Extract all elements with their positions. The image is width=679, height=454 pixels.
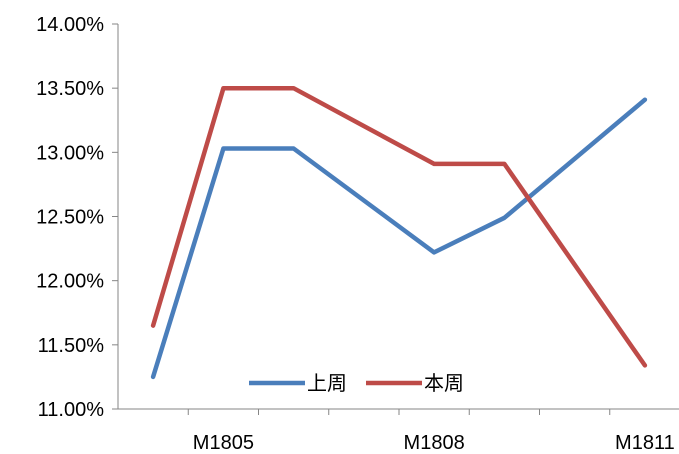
- series-lines: [150, 85, 648, 380]
- x-tick-label: M1805: [193, 432, 254, 454]
- y-axis: 11.00% 11.50% 12.00% 12.50% 13.00% 13.50% 14.0…: [36, 14, 119, 421]
- y-tick-label: 12.00%: [36, 271, 104, 293]
- x-tick-label: M1808: [404, 432, 465, 454]
- series-line-2: [150, 85, 648, 368]
- y-tick-label: 13.00%: [36, 142, 104, 164]
- legend-label-1: 上周: [307, 371, 347, 395]
- x-tick-label: M1811: [615, 432, 675, 454]
- y-tick-label: 11.50%: [38, 335, 105, 357]
- x-axis: M1805 M1808 M1811: [118, 408, 679, 454]
- legend-label-2: 本周: [424, 371, 464, 395]
- series-line-1: [150, 97, 648, 380]
- y-tick-label: 14.00%: [36, 14, 104, 36]
- y-tick-label: 11.00%: [38, 399, 105, 421]
- legend: 上周 本周: [249, 371, 464, 395]
- y-tick-label: 12.50%: [36, 207, 104, 229]
- y-tick-label: 13.50%: [36, 78, 104, 100]
